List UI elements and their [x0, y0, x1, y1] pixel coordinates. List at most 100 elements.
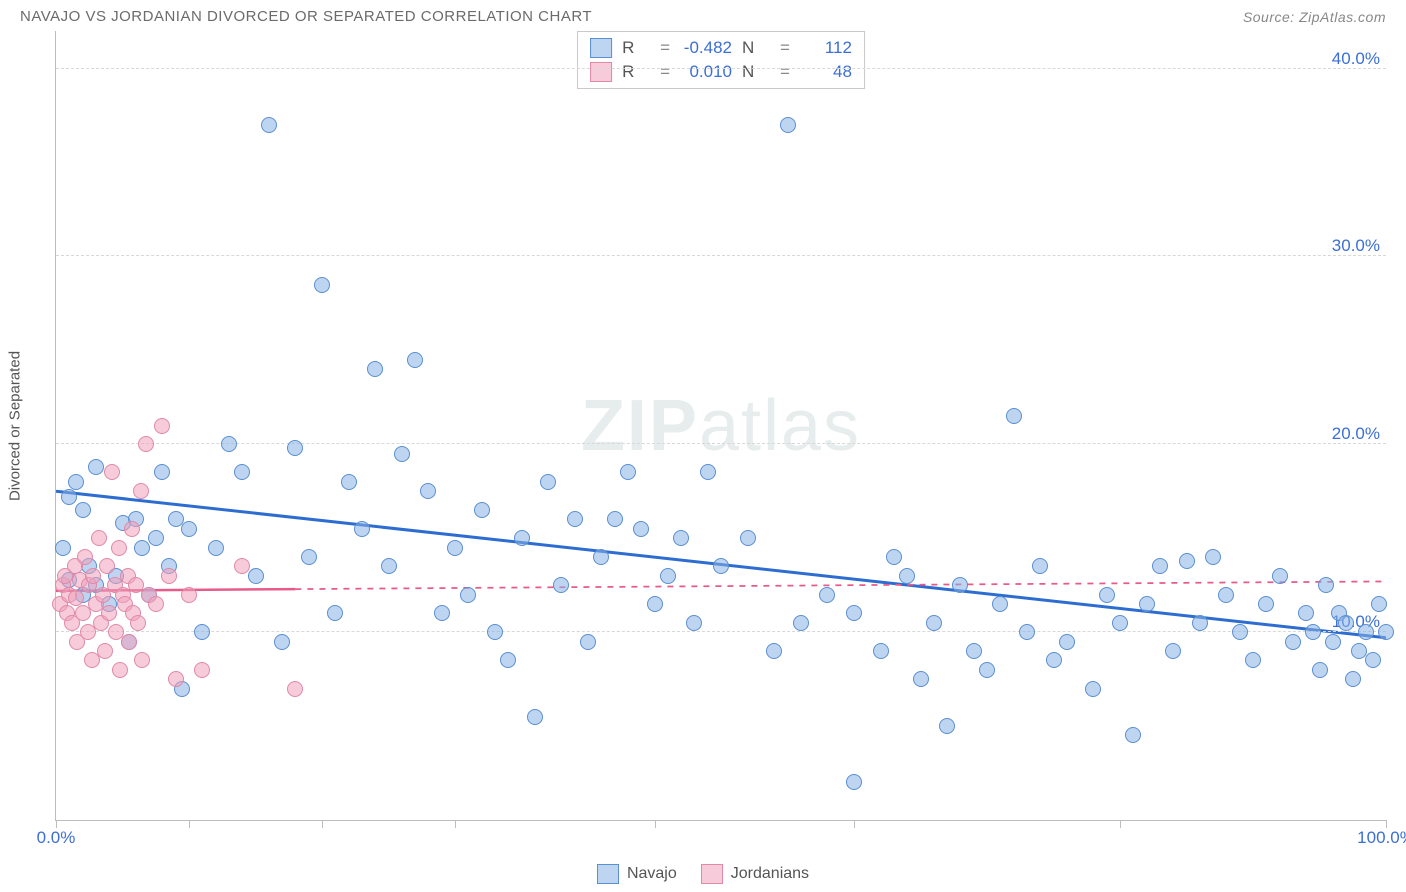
watermark: ZIPatlas [581, 385, 861, 467]
data-point [181, 521, 197, 537]
x-tick [1120, 820, 1121, 828]
source-label: Source: ZipAtlas.com [1243, 9, 1386, 25]
stats-row: R=-0.482N=112 [590, 36, 852, 60]
data-point [91, 530, 107, 546]
data-point [88, 459, 104, 475]
data-point [1218, 587, 1234, 603]
data-point [420, 483, 436, 499]
data-point [181, 587, 197, 603]
data-point [899, 568, 915, 584]
gridline-h [56, 68, 1386, 69]
data-point [620, 464, 636, 480]
data-point [1165, 643, 1181, 659]
data-point [527, 709, 543, 725]
data-point [1152, 558, 1168, 574]
data-point [1006, 408, 1022, 424]
data-point [1179, 553, 1195, 569]
legend-swatch [597, 864, 619, 884]
data-point [700, 464, 716, 480]
data-point [261, 117, 277, 133]
data-point [553, 577, 569, 593]
legend-item: Navajo [597, 864, 677, 884]
data-point [111, 540, 127, 556]
data-point [99, 558, 115, 574]
data-point [1365, 652, 1381, 668]
data-point [112, 662, 128, 678]
data-point [434, 605, 450, 621]
data-point [104, 464, 120, 480]
data-point [819, 587, 835, 603]
r-value: -0.482 [680, 38, 732, 58]
data-point [1139, 596, 1155, 612]
data-point [607, 511, 623, 527]
data-point [647, 596, 663, 612]
data-point [341, 474, 357, 490]
data-point [952, 577, 968, 593]
data-point [873, 643, 889, 659]
data-point [75, 502, 91, 518]
plot-area: ZIPatlas R=-0.482N=112R=0.010N=48 10.0%2… [55, 31, 1386, 821]
x-tick [655, 820, 656, 828]
data-point [130, 615, 146, 631]
n-value: 112 [800, 38, 852, 58]
data-point [1305, 624, 1321, 640]
data-point [154, 418, 170, 434]
data-point [148, 530, 164, 546]
data-point [134, 652, 150, 668]
data-point [713, 558, 729, 574]
data-point [121, 634, 137, 650]
legend-swatch [590, 38, 612, 58]
data-point [660, 568, 676, 584]
data-point [61, 489, 77, 505]
n-label: N [742, 38, 770, 58]
data-point [633, 521, 649, 537]
chart-title: NAVAJO VS JORDANIAN DIVORCED OR SEPARATE… [20, 8, 592, 25]
data-point [793, 615, 809, 631]
data-point [1298, 605, 1314, 621]
data-point [194, 624, 210, 640]
data-point [913, 671, 929, 687]
data-point [966, 643, 982, 659]
data-point [686, 615, 702, 631]
data-point [567, 511, 583, 527]
x-tick [189, 820, 190, 828]
data-point [101, 605, 117, 621]
y-tick-label: 20.0% [1332, 424, 1380, 444]
x-tick [1386, 820, 1387, 828]
data-point [846, 774, 862, 790]
data-point [1345, 671, 1361, 687]
data-point [301, 549, 317, 565]
data-point [1192, 615, 1208, 631]
data-point [1125, 727, 1141, 743]
data-point [1205, 549, 1221, 565]
data-point [926, 615, 942, 631]
data-point [1318, 577, 1334, 593]
data-point [487, 624, 503, 640]
data-point [992, 596, 1008, 612]
stats-box: R=-0.482N=112R=0.010N=48 [577, 31, 865, 89]
x-tick-label: 0.0% [37, 828, 76, 848]
legend-label: Navajo [627, 865, 677, 883]
data-point [1258, 596, 1274, 612]
data-point [460, 587, 476, 603]
data-point [274, 634, 290, 650]
data-point [314, 277, 330, 293]
data-point [234, 558, 250, 574]
data-point [886, 549, 902, 565]
data-point [138, 436, 154, 452]
data-point [1378, 624, 1394, 640]
stats-row: R=0.010N=48 [590, 60, 852, 84]
data-point [1285, 634, 1301, 650]
data-point [500, 652, 516, 668]
data-point [154, 464, 170, 480]
data-point [77, 549, 93, 565]
r-label: R [622, 38, 650, 58]
data-point [367, 361, 383, 377]
data-point [939, 718, 955, 734]
x-tick [322, 820, 323, 828]
legend-label: Jordanians [731, 865, 809, 883]
data-point [68, 590, 84, 606]
data-point [1272, 568, 1288, 584]
data-point [846, 605, 862, 621]
data-point [1085, 681, 1101, 697]
